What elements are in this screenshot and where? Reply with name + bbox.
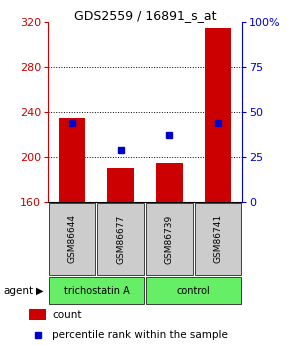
Bar: [156, 162, 183, 202]
Bar: [146, 203, 193, 275]
Text: trichostatin A: trichostatin A: [64, 286, 129, 296]
Bar: [49, 203, 95, 275]
Text: GSM86677: GSM86677: [116, 214, 125, 264]
Text: GDS2559 / 16891_s_at: GDS2559 / 16891_s_at: [74, 9, 216, 22]
Text: control: control: [177, 286, 211, 296]
Bar: [29, 309, 46, 321]
Bar: [195, 203, 241, 275]
Bar: [59, 118, 86, 202]
Text: ▶: ▶: [36, 286, 44, 296]
Text: percentile rank within the sample: percentile rank within the sample: [52, 330, 228, 340]
Text: count: count: [52, 310, 82, 320]
Text: GSM86741: GSM86741: [213, 214, 222, 264]
Bar: [146, 277, 241, 304]
Text: GSM86644: GSM86644: [68, 214, 77, 264]
Bar: [107, 168, 134, 202]
Text: agent: agent: [3, 286, 33, 296]
Bar: [49, 277, 144, 304]
Text: GSM86739: GSM86739: [165, 214, 174, 264]
Bar: [204, 28, 231, 202]
Bar: [97, 203, 144, 275]
